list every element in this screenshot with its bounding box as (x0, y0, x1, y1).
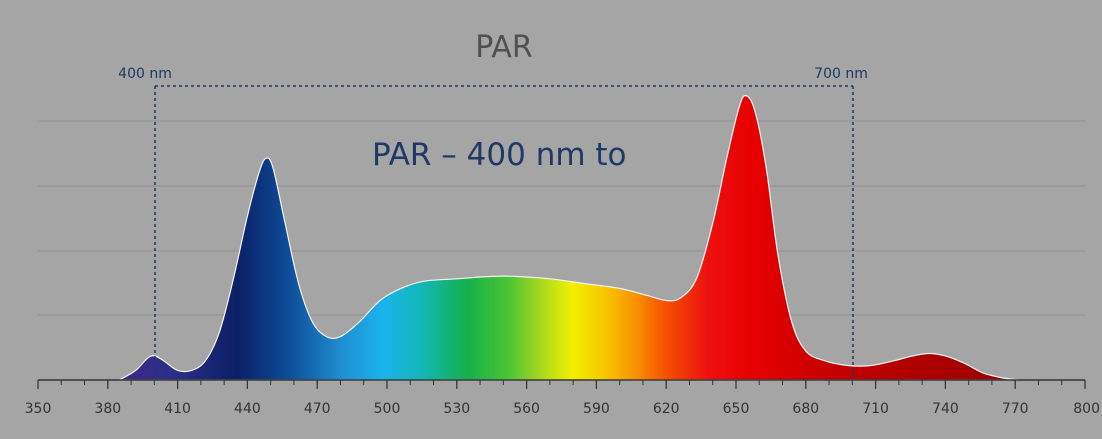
x-tick-label: 800 (1073, 401, 1100, 417)
x-tick-label: 620 (653, 401, 680, 417)
x-tick-label: 770 (1002, 401, 1029, 417)
x-tick-label: 650 (723, 401, 750, 417)
x-tick-label: 350 (25, 401, 52, 417)
x-tick-label: 380 (94, 401, 121, 417)
x-axis-major-ticks: 350 380 410 440 470 500 530 560 590 620 650 680 710 7… (25, 380, 1100, 417)
par-annotation: PAR – 400 nm to (372, 137, 627, 173)
spectrum-area (118, 95, 1021, 381)
x-tick-label: 410 (164, 401, 191, 417)
x-tick-label: 740 (932, 401, 959, 417)
x-tick-label: 530 (443, 401, 470, 417)
chart-title: PAR (475, 30, 533, 65)
x-tick-label: 710 (862, 401, 889, 417)
x-tick-label: 590 (583, 401, 610, 417)
par-end-label: 700 nm (814, 66, 868, 82)
x-tick-label: 440 (234, 401, 261, 417)
par-bracket (154, 85, 854, 380)
x-tick-label: 680 (792, 401, 819, 417)
par-start-label: 400 nm (118, 66, 172, 82)
x-tick-label: 470 (304, 401, 331, 417)
x-tick-label: 560 (513, 401, 540, 417)
x-tick-label: 500 (374, 401, 401, 417)
